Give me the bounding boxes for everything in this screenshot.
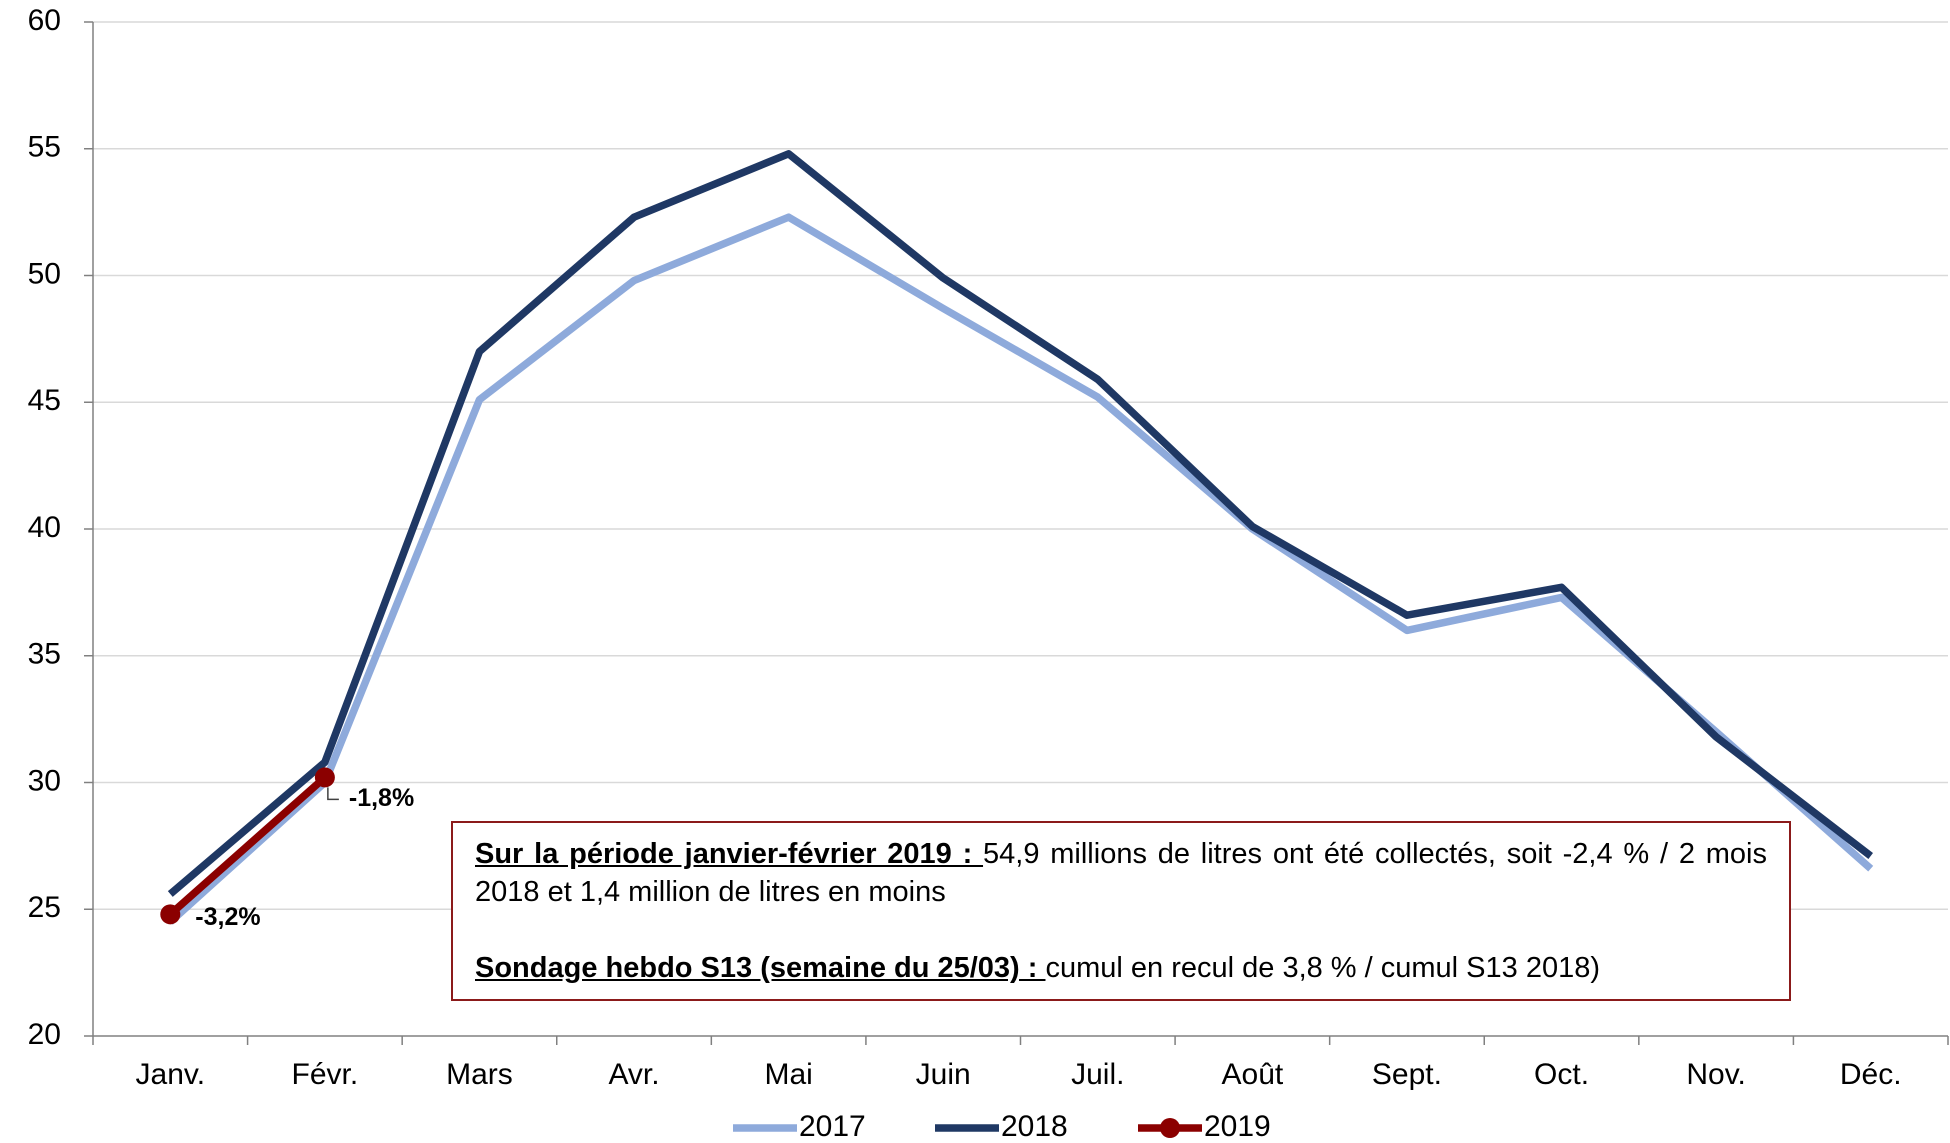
x-tick-label: Août (1222, 1058, 1284, 1091)
x-tick-label: Avr. (608, 1058, 659, 1091)
y-tick-label: 40 (28, 511, 61, 544)
x-tick-label: Juin (916, 1058, 971, 1091)
series-line (167, 213, 1874, 925)
legend-label: 2018 (1001, 1110, 1068, 1143)
y-tick-label: 55 (28, 131, 61, 164)
x-tick-label: Nov. (1686, 1058, 1745, 1091)
note-paragraph: Sur la période janvier-février 2019 : 54… (475, 835, 1767, 911)
note-lead: Sur la période janvier-février 2019 : (475, 838, 984, 870)
y-tick-label: 25 (28, 891, 61, 924)
note-lead: Sondage hebdo S13 (semaine du 25/03) : (475, 952, 1046, 984)
series-line (167, 774, 328, 918)
y-tick-label: 20 (28, 1018, 61, 1051)
x-tick-label: Déc. (1840, 1058, 1902, 1091)
point-label: -3,2% (195, 903, 260, 931)
legend-marker (1160, 1118, 1180, 1138)
y-tick-label: 60 (28, 4, 61, 37)
note-text: 54,9 millions de litres ont été collecté… (475, 838, 1767, 908)
y-tick-label: 50 (28, 257, 61, 290)
x-tick-label: Sept. (1372, 1058, 1442, 1091)
x-tick-label: Oct. (1534, 1058, 1589, 1091)
y-tick-label: 35 (28, 638, 61, 671)
x-tick-label: Janv. (136, 1058, 205, 1091)
legend-label: 2019 (1204, 1110, 1271, 1143)
note-paragraph: Sondage hebdo S13 (semaine du 25/03) : c… (475, 949, 1767, 987)
point-marker (160, 904, 181, 925)
note-text: cumul en recul de 3,8 % / cumul S13 2018… (1045, 952, 1601, 984)
point-label: -1,8% (349, 784, 414, 812)
point-marker (314, 767, 335, 788)
series-line (167, 150, 1873, 897)
x-tick-label: Juil. (1071, 1058, 1124, 1091)
legend-label: 2017 (799, 1110, 866, 1143)
note-box: Sur la période janvier-février 2019 : 54… (451, 821, 1791, 1001)
x-tick-label: Févr. (292, 1058, 359, 1091)
y-tick-label: 45 (28, 384, 61, 417)
y-tick-label: 30 (28, 764, 61, 797)
label-leader (327, 787, 339, 801)
x-tick-label: Mars (446, 1058, 513, 1091)
x-tick-label: Mai (764, 1058, 812, 1091)
